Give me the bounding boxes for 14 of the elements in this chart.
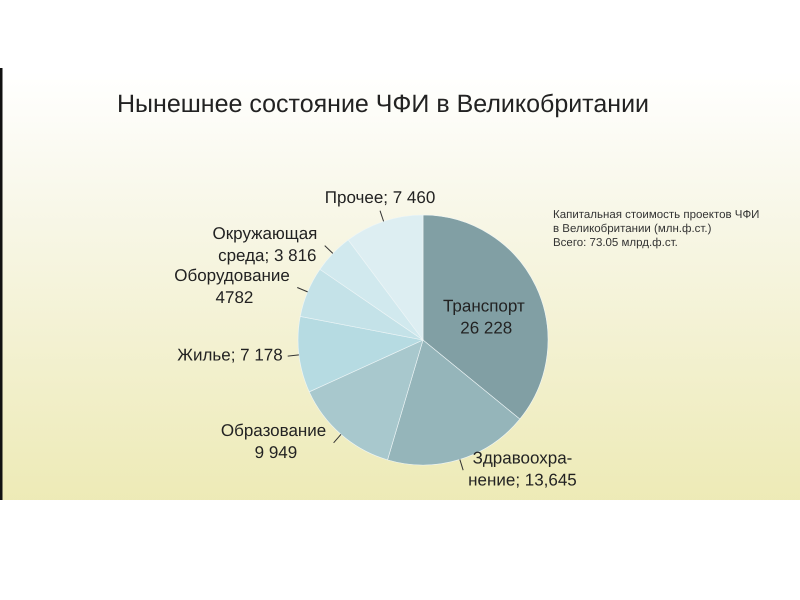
text: в Великобритании (млн.ф.ст.) (553, 223, 712, 235)
text: Капитальная стоимость проектов ЧФИ (553, 209, 760, 221)
slice-label: Окружающая среда; 3 816 (212, 224, 322, 265)
slice-label: Оборудование (174, 266, 295, 285)
slice-label: Жилье; 7 178 (177, 345, 283, 364)
chart-title: Нынешнее состояние ЧФИ в Великобритании (117, 90, 649, 118)
slice-label: Транспорт (443, 296, 530, 316)
data-label: 9 949 (254, 443, 298, 462)
data-label: 4782 (216, 288, 254, 307)
slice-label: Прочее; 7 460 (324, 188, 436, 207)
data-label: 26 228 (460, 318, 512, 338)
slice-label: Образование (220, 421, 331, 440)
slice-label: Здравоохра-нение; 13,645 (468, 448, 577, 490)
text: Всего: 73.05 млрд.ф.ст. (553, 237, 678, 249)
